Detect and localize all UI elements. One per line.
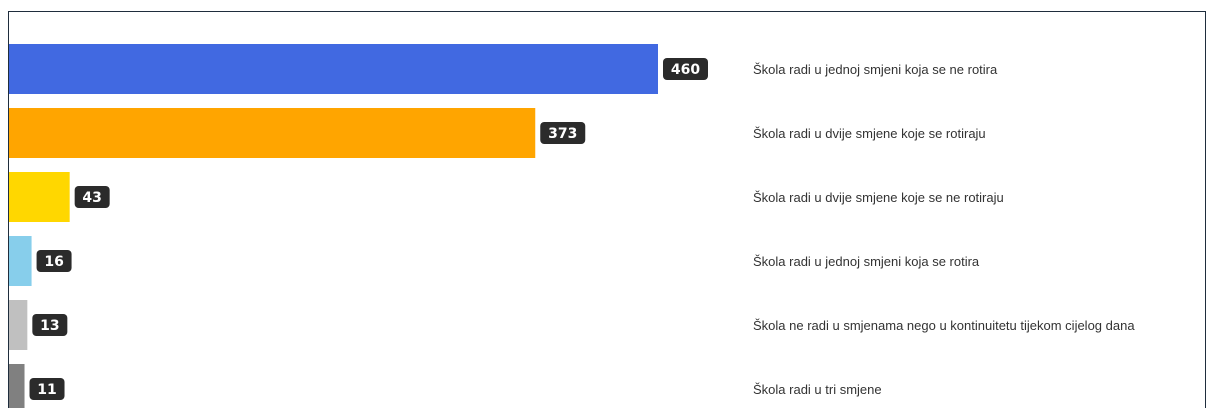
value-label: 13 (32, 314, 68, 336)
value-label: 373 (540, 122, 586, 144)
value-label: 11 (29, 378, 65, 400)
category-label: Škola radi u dvije smjene koje se ne rot… (753, 190, 1004, 205)
value-label: 16 (36, 250, 72, 272)
category-label: Škola ne radi u smjenama nego u kontinui… (753, 318, 1135, 333)
value-label-box (36, 250, 72, 272)
value-label-text: 13 (40, 318, 59, 334)
value-label-box (29, 378, 65, 400)
value-label-text: 373 (548, 126, 577, 142)
bar (9, 44, 658, 94)
category-label: Škola radi u jednoj smjeni koja se ne ro… (753, 62, 998, 77)
bar (9, 236, 32, 286)
value-label-box (74, 186, 110, 208)
value-label: 460 (663, 58, 708, 80)
bar (9, 300, 28, 350)
value-label-box (32, 314, 68, 336)
value-label-box (540, 122, 586, 144)
bar (9, 108, 536, 158)
value-label: 43 (74, 186, 110, 208)
category-label: Škola radi u dvije smjene koje se rotira… (753, 126, 986, 141)
category-label: Škola radi u jednoj smjeni koja se rotir… (753, 254, 980, 269)
value-label-text: 460 (671, 62, 700, 78)
bar (9, 364, 25, 408)
value-label-text: 43 (82, 190, 101, 206)
category-label: Škola radi u tri smjene (753, 382, 882, 397)
value-label-box (663, 58, 708, 80)
value-label-text: 16 (44, 254, 63, 270)
value-label-text: 11 (37, 382, 56, 398)
bar (9, 172, 70, 222)
chart-frame (8, 11, 1206, 408)
